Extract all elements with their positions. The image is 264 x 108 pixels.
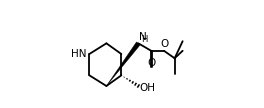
Text: OH: OH bbox=[139, 83, 155, 93]
Text: O: O bbox=[160, 39, 168, 49]
Text: N: N bbox=[139, 32, 147, 42]
Polygon shape bbox=[106, 42, 140, 86]
Text: HN: HN bbox=[71, 49, 87, 59]
Text: H: H bbox=[141, 35, 147, 44]
Text: O: O bbox=[148, 58, 156, 68]
